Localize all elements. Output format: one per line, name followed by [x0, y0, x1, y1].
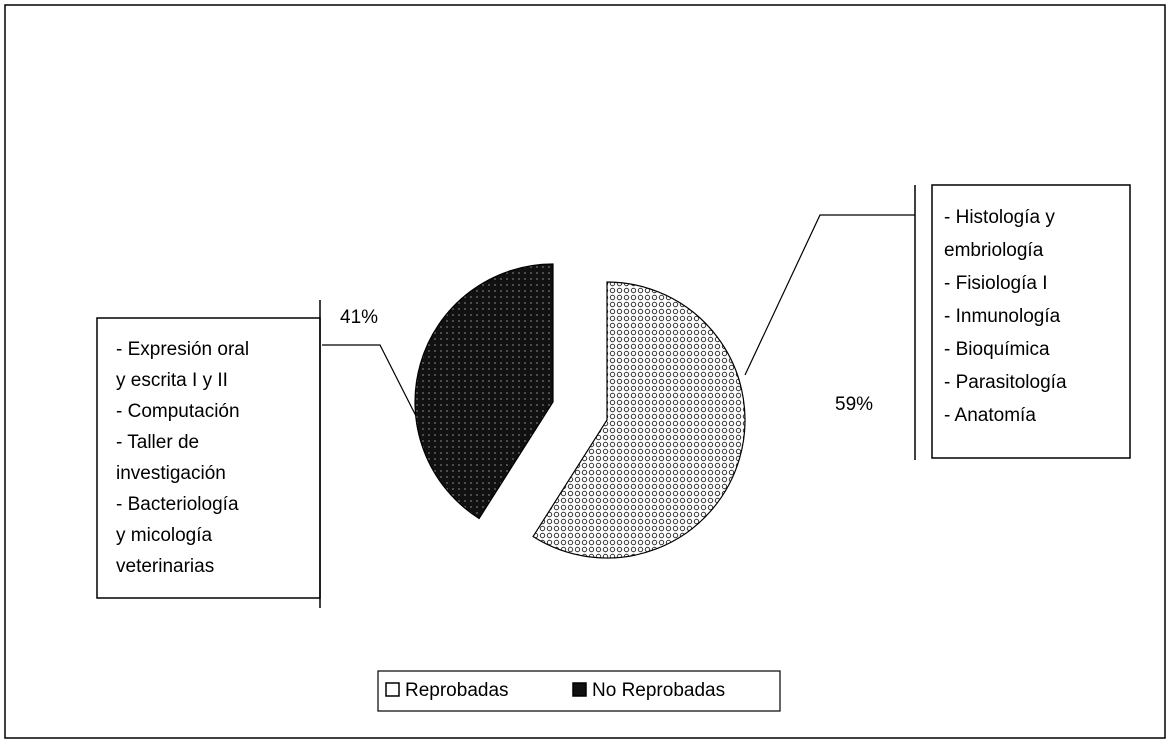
pie-slice [414, 263, 554, 520]
annotation-text: y escrita I y II [116, 370, 228, 391]
pie-slice [532, 281, 746, 559]
annotation-text: - Inmunología [944, 306, 1061, 327]
annotation-text: investigación [116, 463, 226, 484]
annotation-text: - Bacteriología [116, 494, 239, 515]
legend-label: Reprobadas [405, 680, 509, 701]
legend-swatch [385, 682, 400, 697]
annotation-text: veterinarias [116, 556, 214, 577]
leader-line [322, 344, 419, 421]
annotation-text: - Taller de [116, 432, 199, 453]
annotation-text: y micología [116, 525, 213, 546]
annotation-text: embriología [944, 240, 1044, 261]
annotation-text: - Parasitología [944, 372, 1067, 393]
leader-line [744, 214, 915, 376]
annotation-text: - Fisiología I [944, 273, 1047, 294]
annotation-text: - Expresión oral [116, 339, 249, 360]
data-label: 59% [835, 394, 873, 415]
legend-label: No Reprobadas [592, 680, 725, 701]
annotation-text: - Histología y [944, 207, 1055, 228]
annotation-box [96, 317, 321, 599]
annotation-text: - Computación [116, 401, 240, 422]
legend-swatch [572, 682, 587, 697]
annotation-text: - Anatomía [944, 405, 1036, 426]
annotation-box [931, 184, 1131, 459]
data-label: 41% [340, 307, 378, 328]
annotation-text: - Bioquímica [944, 339, 1050, 360]
